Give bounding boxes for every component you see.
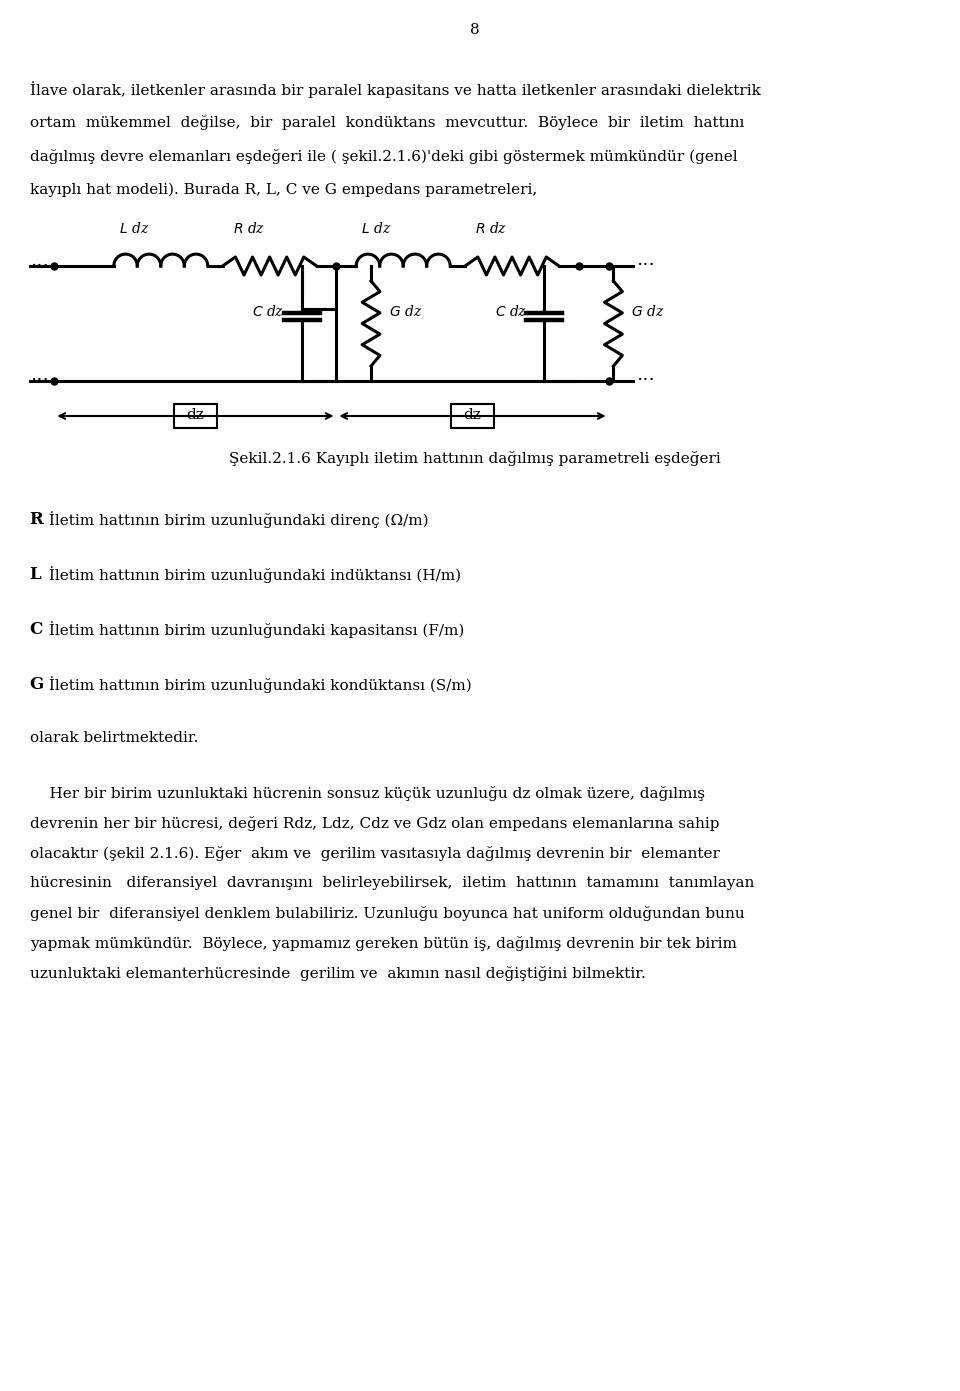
FancyBboxPatch shape [174,403,217,428]
Text: 8: 8 [470,24,480,38]
Text: $C$ dz: $C$ dz [252,303,285,319]
Text: $C$ dz: $C$ dz [494,303,527,319]
Text: ...: ... [636,250,655,268]
Text: ...: ... [30,366,48,384]
Text: C: C [30,620,43,638]
Text: $G$ dz: $G$ dz [389,303,422,319]
Text: R: R [30,510,43,529]
Text: $R$ dz: $R$ dz [475,221,507,236]
Text: ortam  mükemmel  değilse,  bir  paralel  kondüktans  mevcuttur.  Böylece  bir  i: ortam mükemmel değilse, bir paralel kond… [30,115,744,129]
Text: $G$ dz: $G$ dz [632,303,664,319]
Text: ...: ... [30,252,48,270]
Text: dz: dz [464,408,481,421]
Text: İletim hattının birim uzunluğundaki kapasitansı (F/m): İletim hattının birim uzunluğundaki kapa… [43,620,464,638]
Text: hücresinin   diferansiyel  davranışını  belirleyebilirsek,  iletim  hattının  ta: hücresinin diferansiyel davranışını beli… [30,876,754,890]
Text: Şekil.2.1.6 Kayıplı iletim hattının dağılmış parametreli eşdeğeri: Şekil.2.1.6 Kayıplı iletim hattının dağı… [229,451,721,466]
Text: İletim hattının birim uzunluğundaki kondüktansı (S/m): İletim hattının birim uzunluğundaki kond… [43,676,471,693]
Text: yapmak mümkündür.  Böylece, yapmamız gereken bütün iş, dağılmış devrenin bir tek: yapmak mümkündür. Böylece, yapmamız gere… [30,936,736,951]
Text: L: L [30,566,41,583]
Text: $R$ dz: $R$ dz [232,221,265,236]
Text: olacaktır (şekil 2.1.6). Eğer  akım ve  gerilim vasıtasıyla dağılmış devrenin bi: olacaktır (şekil 2.1.6). Eğer akım ve ge… [30,846,720,861]
Text: dz: dz [186,408,204,421]
Text: dağılmış devre elemanları eşdeğeri ile ( şekil.2.1.6)'deki gibi göstermek mümkün: dağılmış devre elemanları eşdeğeri ile (… [30,149,737,164]
Text: olarak belirtmektedir.: olarak belirtmektedir. [30,732,198,746]
Text: $L$ dz: $L$ dz [361,221,392,236]
FancyBboxPatch shape [450,403,494,428]
Text: ...: ... [636,366,655,384]
Text: G: G [30,676,44,693]
Text: Her bir birim uzunluktaki hücrenin sonsuz küçük uzunluğu dz olmak üzere, dağılmı: Her bir birim uzunluktaki hücrenin sonsu… [30,786,705,801]
Text: $L$ dz: $L$ dz [119,221,149,236]
Text: devrenin her bir hücresi, değeri Rdz, Ldz, Cdz ve Gdz olan empedans elemanlarına: devrenin her bir hücresi, değeri Rdz, Ld… [30,817,719,830]
Text: İletim hattının birim uzunluğundaki direnç (Ω/m): İletim hattının birim uzunluğundaki dire… [43,510,428,527]
Text: kayıplı hat modeli). Burada R, L, C ve G empedans parametreleri,: kayıplı hat modeli). Burada R, L, C ve G… [30,184,537,198]
Text: İlave olarak, iletkenler arasında bir paralel kapasitans ve hatta iletkenler ara: İlave olarak, iletkenler arasında bir pa… [30,81,760,97]
Text: İletim hattının birim uzunluğundaki indüktansı (H/m): İletim hattının birim uzunluğundaki indü… [43,566,461,583]
Text: uzunluktaki elemanterhücresinde  gerilim ve  akımın nasıl değiştiğini bilmektir.: uzunluktaki elemanterhücresinde gerilim … [30,965,645,981]
Text: genel bir  diferansiyel denklem bulabiliriz. Uzunluğu boyunca hat uniform olduğu: genel bir diferansiyel denklem bulabilir… [30,906,744,921]
